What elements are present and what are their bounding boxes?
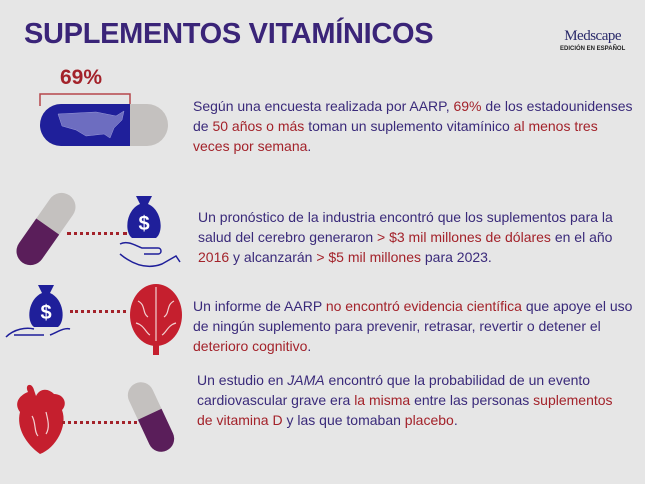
stat2-text: Un pronóstico de la industria encontró q… bbox=[198, 207, 638, 267]
highlight-text: deterioro cognitivo bbox=[193, 338, 308, 354]
body-text: de los estadounidenses de bbox=[193, 98, 633, 134]
percent-label: 69% bbox=[60, 66, 103, 89]
highlight-text: al menos tres veces por semana bbox=[193, 118, 598, 154]
body-text: . bbox=[307, 138, 312, 154]
logo-brand: Medscape bbox=[564, 28, 622, 44]
stat3-text: Un informe de AARP no encontró evidencia… bbox=[193, 296, 638, 356]
svg-text:$: $ bbox=[40, 302, 51, 324]
body-text: y alcanzarán bbox=[229, 249, 317, 265]
dotted-connector bbox=[70, 310, 126, 313]
pill-icon bbox=[16, 192, 76, 266]
heart-icon bbox=[17, 384, 65, 454]
body-text: Un estudio en bbox=[197, 372, 288, 388]
highlight-text: suplementos de vitamina D bbox=[197, 392, 613, 428]
svg-text:$: $ bbox=[138, 213, 149, 235]
money-bag-hand-icon: $ bbox=[119, 196, 181, 268]
highlight-text: no encontró evidencia científica bbox=[325, 298, 522, 314]
stat1-text: Según una encuesta realizada por AARP, 6… bbox=[193, 96, 633, 156]
highlight-text: > $5 mil millones bbox=[316, 249, 421, 265]
highlight-text: placebo bbox=[404, 412, 454, 428]
body-text: . bbox=[453, 412, 458, 428]
body-text: que apoye el uso de ningún suplemento pa… bbox=[193, 298, 633, 334]
body-text: Un informe de AARP bbox=[193, 298, 326, 314]
medscape-logo: Medscape EDICIÓN EN ESPAÑOL bbox=[560, 28, 625, 52]
body-text: en el año bbox=[550, 229, 613, 245]
logo-subtitle: EDICIÓN EN ESPAÑOL bbox=[560, 46, 626, 52]
highlight-text: la misma bbox=[354, 392, 411, 408]
body-text: encontró que la probabilidad de un event… bbox=[197, 372, 591, 408]
pill-icon bbox=[127, 382, 175, 452]
pill-us-map-icon bbox=[39, 93, 168, 146]
highlight-text: 2016 bbox=[198, 249, 230, 265]
body-text: para 2023. bbox=[420, 249, 492, 265]
body-text: Según una encuesta realizada por AARP, bbox=[193, 98, 454, 114]
stat4-text: Un estudio en JAMA encontró que la proba… bbox=[197, 370, 617, 430]
body-text: Un pronóstico de la industria encontró q… bbox=[198, 209, 613, 245]
page-title: SUPLEMENTOS VITAMÍNICOS bbox=[24, 18, 434, 50]
dotted-connector bbox=[67, 232, 127, 235]
body-text: entre las personas bbox=[410, 392, 534, 408]
dotted-connector bbox=[62, 421, 137, 424]
body-text: y las que tomaban bbox=[282, 412, 405, 428]
body-text: toman un suplemento vitamínico bbox=[304, 118, 514, 134]
highlight-text: 50 años o más bbox=[212, 118, 305, 134]
money-bag-hand-icon: $ bbox=[5, 285, 71, 338]
body-text: . bbox=[307, 338, 312, 354]
brain-icon bbox=[130, 284, 182, 355]
highlight-text: > $3 mil millones de dólares bbox=[377, 229, 551, 245]
highlight-text: 69% bbox=[453, 98, 482, 114]
body-text: JAMA bbox=[287, 372, 325, 388]
